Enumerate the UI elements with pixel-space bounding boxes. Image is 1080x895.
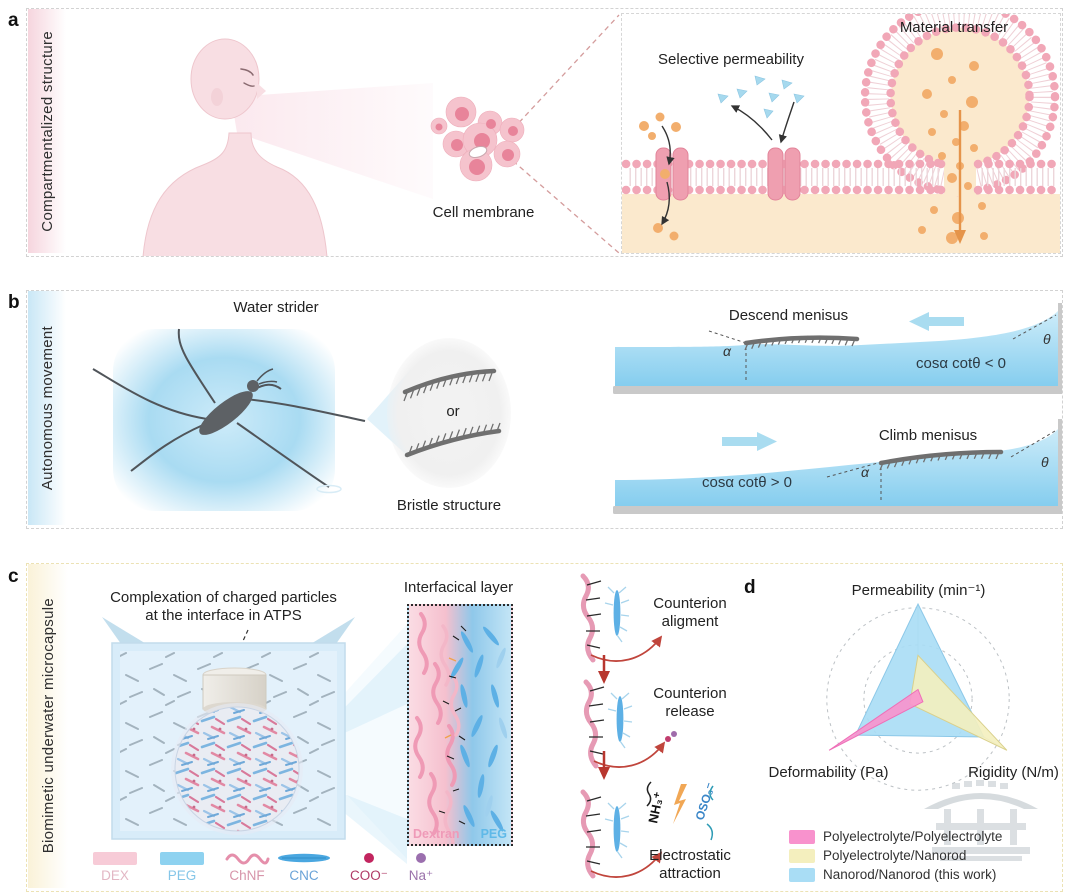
water-strider-label: Water strider [233,299,319,316]
climb-meniscus-diagram [613,419,1062,514]
interfacial-fibers [413,612,508,844]
axis-label-rigidity: Rigidity (N/m) [968,764,1059,781]
panel-c-letter: c [8,566,19,587]
ammonium-group-label: NH₃⁺ [645,790,666,824]
panel-a-connectors [231,14,620,254]
water-strider-illustration [92,328,511,511]
radar-chart [826,602,1010,791]
coo-label: COO⁻ [350,868,388,883]
dextran-phase-label: Dextran [413,827,460,841]
dex-swatch-icon [93,851,137,865]
panel-b-letter: b [8,292,20,313]
climb-alpha-label: α [861,464,869,480]
step-3-line1: Electrostatic [649,847,731,864]
chnf-label: ChNF [229,868,265,883]
cell-cluster-illustration [430,96,525,182]
membrane-illustration [622,14,1060,253]
panel-c: Biomimetic underwater microcapsule Compl… [26,563,1063,892]
counterion-release-illustration [574,679,677,774]
panel-a: Compartmentalized structure Cell membran… [26,8,1063,257]
down-arrow-icon [598,751,610,780]
legend-item-coo: COO⁻ [341,850,397,884]
step-1-line1: Counterion [653,595,727,612]
na-label: Na⁺ [408,868,434,883]
cnc-label: CNC [289,868,319,883]
material-transfer-label: Material transfer [899,19,1009,36]
interfacial-layer-box: Dextran PEG [407,604,513,846]
axis-label-permeability: Permeability (min⁻¹) [851,582,986,599]
charged-groups-illustration: NH₃⁺ OSO₃⁻ [645,781,718,841]
descend-theta-label: θ [1043,331,1051,347]
peg-swatch-icon [160,851,204,865]
watermark-pavilion-icon [924,780,1038,861]
legend-item-dex: DEX [87,850,143,883]
peg-label: PEG [167,868,197,883]
human-figure-illustration [142,38,328,256]
climb-equation: cosα cotθ > 0 [702,474,792,491]
legend-label: Nanorod/Nanorod (this work) [823,867,997,882]
climb-theta-label: θ [1041,454,1049,470]
descend-equation: cosα cotθ < 0 [916,355,1006,372]
panel-b: Autonomous movement Water strider or Bri… [26,290,1063,529]
complexation-title-line1: Complexation of charged particles [110,589,337,606]
step-2-label: Counterion release [634,685,746,721]
or-label: or [446,403,460,420]
axis-label-deformability: Deformability (Pa) [768,764,889,781]
membrane-zoom-box [621,13,1061,254]
down-arrow-icon [598,655,610,684]
climb-meniscus-title: Climb menisus [878,427,978,444]
step-2-line2: release [665,703,715,720]
legend-swatch-yellow [789,848,815,863]
step-3-line2: attraction [659,865,721,882]
panel-d-letter: d [744,577,756,598]
step-1-label: Counterion aligment [634,595,746,631]
bristle-structure-label: Bristle structure [396,497,502,514]
legend-item-na: Na⁺ [393,850,449,884]
radar-legend-item-polyelectrolyte-nanorod: Polyelectrolyte/Nanorod [789,848,966,863]
cell-membrane-label: Cell membrane [432,204,535,221]
selective-permeability-label: Selective permeability [658,51,804,68]
sulfate-group-label: OSO₃⁻ [693,781,718,822]
dex-label: DEX [101,868,129,883]
complexation-title: Complexation of charged particles at the… [101,589,346,625]
legend-label: Polyelectrolyte/Polyelectrolyte [823,829,1003,844]
panel-b-strip: Autonomous movement [28,291,66,525]
descend-meniscus-title: Descend menisus [728,307,849,324]
legend-swatch-pink [789,829,815,844]
legend-item-peg: PEG [154,850,210,883]
cnc-rod-icon [278,853,330,863]
coo-dot-icon [364,853,374,863]
interfacial-layer-label: Interfacical layer [403,579,514,596]
panel-c-strip: Biomimetic underwater microcapsule [28,564,68,888]
radar-legend-item-polyelectrolyte-polyelectrolyte: Polyelectrolyte/Polyelectrolyte [789,829,1002,844]
step-2-line1: Counterion [653,685,727,702]
step-3-label: Electrostatic attraction [634,847,746,883]
legend-swatch-blue [789,867,815,882]
na-dot-icon [416,853,426,863]
descend-alpha-label: α [723,343,731,359]
panel-a-strip: Compartmentalized structure [28,9,66,253]
cuvette-illustration [102,617,355,840]
panel-a-letter: a [8,10,19,31]
step-1-line2: aligment [661,613,719,630]
complexation-title-line2: at the interface in ATPS [145,607,302,624]
radar-legend-item-nanorod-nanorod: Nanorod/Nanorod (this work) [789,867,996,882]
peg-phase-label: PEG [480,827,507,841]
legend-label: Polyelectrolyte/Nanorod [823,848,967,863]
chnf-wave-icon [225,853,270,865]
legend-item-cnc: CNC [276,850,332,883]
descend-meniscus-diagram [613,303,1062,394]
legend-item-chnf: ChNF [219,850,275,883]
